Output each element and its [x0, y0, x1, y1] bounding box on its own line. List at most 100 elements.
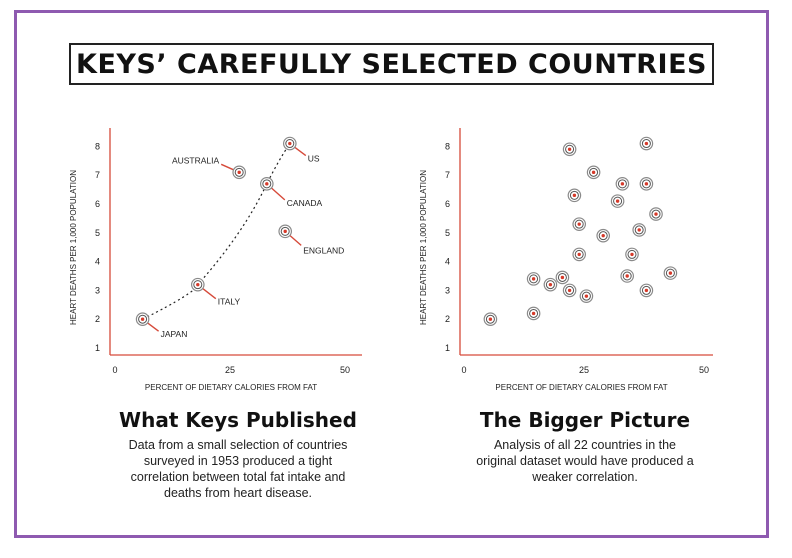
y-axis-label: HEART DEATHS PER 1,000 POPULATION: [419, 170, 428, 325]
country-point: [620, 269, 634, 283]
marker-dot: [644, 182, 649, 186]
chart-what-keys-published: 1 2 3 4 5 6 7 8 0 25 50 PERCENT OF DIETARY CALORIES…: [69, 128, 362, 392]
infographic-frame: [14, 10, 769, 538]
y-tick-label: 5: [95, 228, 100, 238]
y-tick-label: 5: [445, 228, 450, 238]
y-tick-label: 1: [95, 343, 100, 353]
y-tick-label: 8: [95, 141, 100, 151]
point-label: ITALY: [218, 297, 241, 307]
marker-dot: [488, 317, 493, 321]
y-tick-label: 8: [445, 141, 450, 151]
country-point: [526, 272, 541, 286]
x-tick-label: 0: [461, 365, 466, 375]
right-caption-line: Analysis of all 22 countries in the: [493, 438, 677, 452]
marker-dot: [531, 277, 536, 281]
point-label: ENGLAND: [303, 245, 344, 255]
left-caption-line: deaths from heart disease.: [164, 486, 312, 500]
x-axis-label: PERCENT OF DIETARY CALORIES FROM FAT: [145, 383, 317, 392]
marker-dot: [668, 271, 673, 275]
marker-dot: [637, 228, 641, 232]
left-panel-heading: What Keys Published: [119, 408, 357, 432]
country-point-australia: AUSTRALIA: [172, 155, 246, 180]
marker-dot: [572, 193, 577, 198]
right-caption-line: original dataset would have produced a: [476, 454, 694, 468]
marker-dot: [288, 141, 292, 146]
y-tick-label: 2: [95, 314, 100, 324]
marker-dot: [620, 182, 625, 186]
x-tick-label: 0: [112, 365, 117, 375]
marker-dot: [630, 252, 634, 257]
marker-dot: [577, 222, 581, 226]
infographic-title-box: KEYS’ CAREFULLY SELECTED COUNTRIES: [69, 43, 714, 85]
marker-dot: [577, 252, 581, 257]
marker-dot: [654, 212, 658, 216]
country-point: [639, 177, 654, 191]
country-point: [572, 247, 586, 262]
y-tick-label: 6: [445, 199, 450, 209]
x-tick-label: 50: [340, 365, 350, 375]
country-point: [543, 277, 558, 292]
marker-dot: [265, 182, 269, 186]
infographic-title: KEYS’ CAREFULLY SELECTED COUNTRIES: [76, 48, 707, 80]
country-point: [562, 142, 577, 157]
left-panel-caption: Data from a small selection of countries…: [98, 437, 378, 501]
right-panel-heading: The Bigger Picture: [479, 408, 691, 432]
y-tick-label: 3: [95, 285, 100, 295]
country-point: [483, 312, 498, 326]
y-tick-label: 1: [445, 343, 450, 353]
marker-dot: [615, 199, 620, 203]
y-tick-label: 7: [95, 170, 100, 180]
left-caption-line: surveyed in 1953 produced a tight: [143, 454, 333, 468]
right-caption-line: weaker correlation.: [532, 470, 638, 484]
marker-dot: [140, 317, 145, 321]
y-tick-label: 3: [445, 285, 450, 295]
marker-dot: [567, 147, 572, 151]
country-point-japan: JAPAN: [135, 312, 188, 339]
point-label: CANADA: [287, 198, 323, 208]
country-point: [526, 306, 541, 321]
y-tick-label: 4: [95, 257, 100, 267]
country-point: [663, 266, 678, 280]
marker-dot: [644, 288, 649, 293]
country-point: [567, 188, 582, 203]
point-label: JAPAN: [161, 329, 188, 339]
marker-dot: [548, 282, 553, 287]
marker-dot: [283, 229, 287, 234]
y-tick-label: 2: [445, 314, 450, 324]
country-point: [639, 283, 654, 298]
y-tick-label: 6: [95, 199, 100, 209]
marker-dot: [560, 275, 565, 280]
country-point: [579, 289, 594, 303]
marker-dot: [644, 141, 649, 146]
y-tick-label: 7: [445, 170, 450, 180]
x-tick-label: 25: [225, 365, 235, 375]
country-point-us: US: [282, 136, 320, 164]
country-point: [610, 194, 625, 208]
country-point: [632, 223, 646, 237]
marker-dot: [567, 288, 572, 293]
country-point: [649, 207, 663, 221]
marker-dot: [237, 170, 241, 175]
country-point: [639, 136, 654, 151]
point-label: US: [308, 154, 320, 164]
country-point: [562, 283, 577, 298]
marker-dot: [531, 311, 536, 316]
country-point: [572, 217, 586, 231]
x-tick-label: 25: [579, 365, 589, 375]
marker-dot: [196, 282, 200, 287]
y-tick-label: 4: [445, 257, 450, 267]
marker-dot: [591, 170, 596, 175]
country-point-italy: ITALY: [191, 277, 241, 307]
country-point-england: ENGLAND: [278, 224, 344, 255]
right-panel-caption: Analysis of all 22 countries in the orig…: [445, 437, 725, 485]
marker-dot: [584, 294, 589, 298]
x-axis-label: PERCENT OF DIETARY CALORIES FROM FAT: [495, 383, 667, 392]
y-axis-label: HEART DEATHS PER 1,000 POPULATION: [69, 170, 78, 325]
chart-bigger-picture: 1 2 3 4 5 6 7 8 0 25 50 PERCENT OF DIETARY CALORIES…: [419, 128, 713, 392]
country-point: [586, 165, 601, 180]
country-point: [555, 270, 570, 285]
country-point: [625, 247, 639, 262]
country-point: [596, 228, 610, 243]
country-point: [615, 177, 630, 191]
